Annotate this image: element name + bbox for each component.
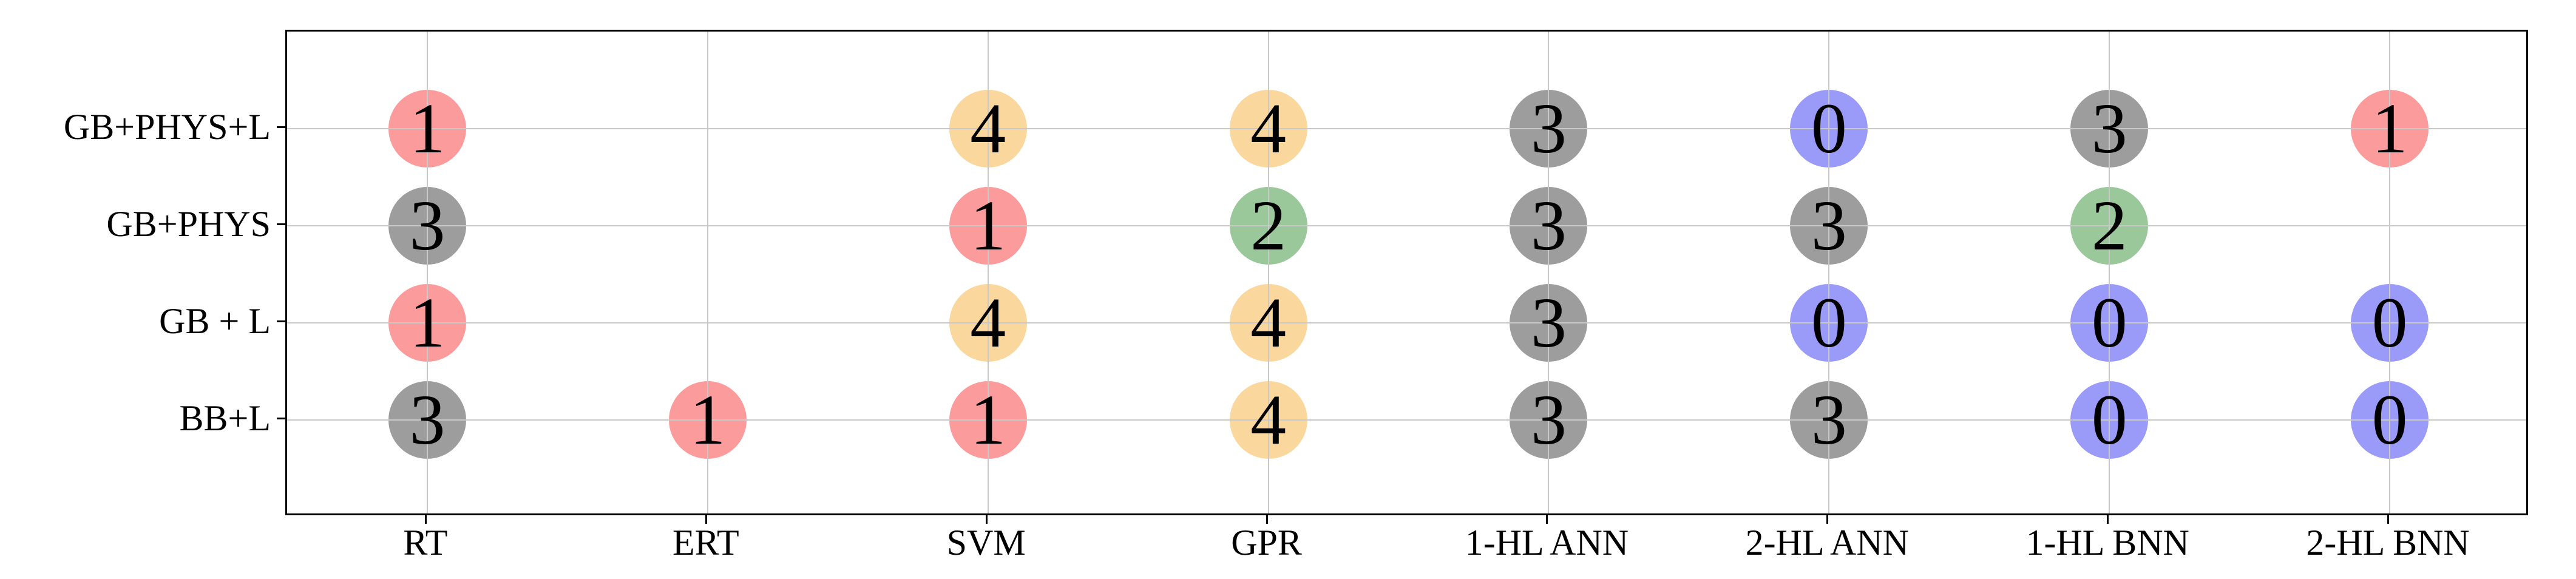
v-gridline — [1828, 32, 1830, 513]
y-tick-mark — [277, 126, 285, 128]
x-tick-mark — [1266, 515, 1268, 524]
marker-value: 0 — [2091, 283, 2127, 362]
marker-value: 1 — [409, 283, 446, 362]
y-tick-label: GB+PHYS+L — [63, 107, 271, 147]
marker-value: 3 — [1530, 186, 1567, 265]
x-tick-mark — [985, 515, 988, 524]
v-gridline — [1548, 32, 1550, 513]
v-gridline — [1267, 32, 1269, 513]
marker-value: 1 — [690, 380, 726, 459]
x-tick-label: SVM — [946, 523, 1026, 563]
marker-value: 1 — [2371, 89, 2408, 168]
marker-value: 0 — [1811, 283, 1847, 362]
marker-value: 0 — [2371, 380, 2408, 459]
marker-value: 3 — [409, 186, 446, 265]
h-gridline — [287, 225, 2526, 226]
marker-value: 2 — [1250, 186, 1287, 265]
marker-value: 4 — [970, 89, 1006, 168]
y-tick-mark — [277, 418, 285, 419]
marker-value: 3 — [1530, 89, 1567, 168]
marker-value: 0 — [1811, 89, 1847, 168]
y-tick-label: GB+PHYS — [106, 204, 271, 244]
y-tick-label: GB + L — [159, 301, 271, 341]
x-tick-mark — [705, 515, 707, 524]
marker-value: 3 — [1811, 186, 1847, 265]
marker-value: 4 — [970, 283, 1006, 362]
v-gridline — [707, 32, 708, 513]
y-tick-label: BB+L — [179, 398, 271, 438]
x-tick-label: RT — [403, 523, 448, 563]
marker-value: 4 — [1250, 283, 1287, 362]
marker-value: 3 — [2091, 89, 2127, 168]
x-tick-mark — [1546, 515, 1548, 524]
x-tick-mark — [424, 515, 427, 524]
x-tick-mark — [1826, 515, 1829, 524]
v-gridline — [426, 32, 428, 513]
x-tick-mark — [2107, 515, 2109, 524]
x-tick-label: 1-HL BNN — [2025, 523, 2189, 563]
y-tick-mark — [277, 223, 285, 225]
h-gridline — [287, 322, 2526, 323]
x-tick-label: 2-HL ANN — [1745, 523, 1910, 563]
marker-value: 0 — [2371, 283, 2408, 362]
marker-value: 3 — [1530, 283, 1567, 362]
plot-area: 1 4 4 3 0 3 1 3 1 2 3 3 2 1 4 4 3 0 0 0 3 1 1 4 3 3 0 0 — [285, 30, 2528, 515]
v-gridline — [987, 32, 989, 513]
marker-value: 1 — [970, 186, 1006, 265]
h-gridline — [287, 419, 2526, 421]
marker-value: 3 — [1530, 380, 1567, 459]
marker-value: 1 — [970, 380, 1006, 459]
x-tick-label: GPR — [1231, 523, 1302, 563]
x-tick-label: 2-HL BNN — [2306, 523, 2470, 563]
h-gridline — [287, 128, 2526, 129]
marker-value: 1 — [409, 89, 446, 168]
marker-value: 4 — [1250, 380, 1287, 459]
v-gridline — [2389, 32, 2391, 513]
x-tick-label: ERT — [672, 523, 739, 563]
marker-value: 3 — [1811, 380, 1847, 459]
y-tick-mark — [277, 320, 285, 322]
marker-value: 3 — [409, 380, 446, 459]
marker-value: 4 — [1250, 89, 1287, 168]
x-tick-mark — [2387, 515, 2390, 524]
x-tick-label: 1-HL ANN — [1465, 523, 1629, 563]
marker-value: 0 — [2091, 380, 2127, 459]
marker-value: 2 — [2091, 186, 2127, 265]
v-gridline — [2109, 32, 2110, 513]
